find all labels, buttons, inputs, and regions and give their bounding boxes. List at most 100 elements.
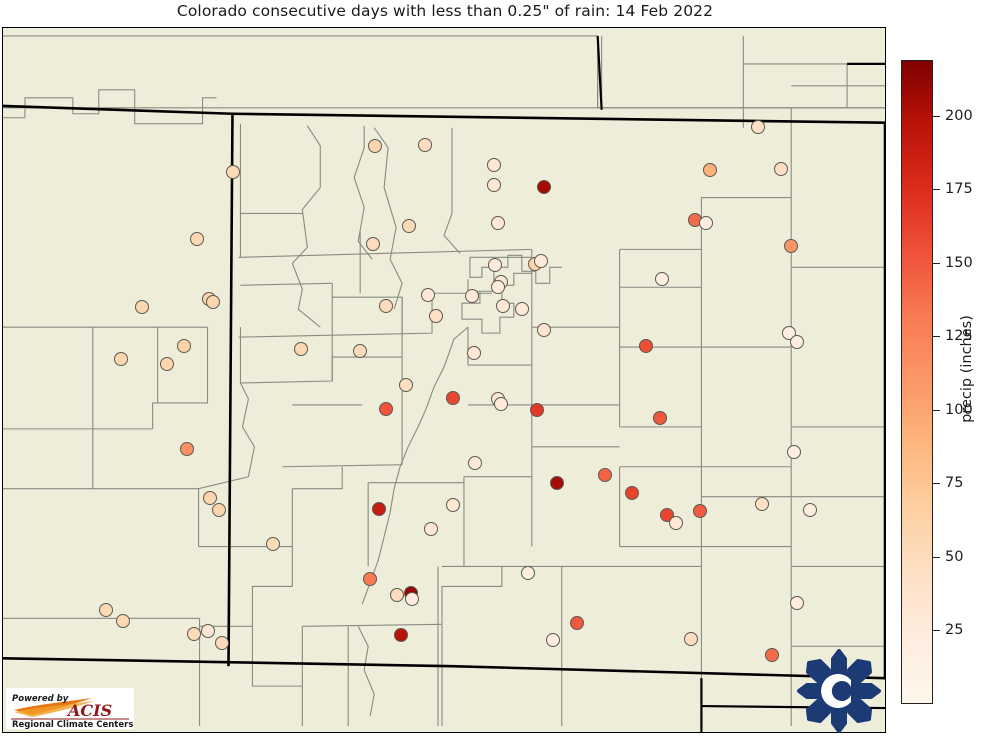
station-marker <box>624 485 640 501</box>
colorbar-tick-label: 150 <box>945 254 973 271</box>
colorbar-tick <box>933 409 940 411</box>
station-marker <box>186 626 202 642</box>
colorbar: 25 50 75 100 125 150 175 200 <box>901 60 973 704</box>
station-marker <box>569 615 585 631</box>
station-marker <box>404 591 420 607</box>
acis-subtitle-text: Regional Climate Centers <box>12 720 133 729</box>
station-marker <box>211 502 227 518</box>
station-marker <box>159 356 175 372</box>
station-marker <box>486 157 502 173</box>
station-marker <box>428 308 444 324</box>
station-marker <box>352 343 368 359</box>
station-marker <box>536 322 552 338</box>
colorbar-tick-label: 50 <box>945 548 964 565</box>
station-marker <box>490 279 506 295</box>
map-panel <box>2 27 886 733</box>
station-marker <box>466 345 482 361</box>
county-borders <box>3 35 885 727</box>
station-marker <box>189 231 205 247</box>
neighbor-state-borders <box>596 35 885 732</box>
station-marker <box>179 441 195 457</box>
colorbar-tick-label: 100 <box>945 401 973 418</box>
station-marker <box>293 341 309 357</box>
state-border <box>3 104 885 680</box>
station-marker <box>683 631 699 647</box>
snowflake-c-letter <box>821 674 851 708</box>
station-marker <box>668 515 684 531</box>
colorbar-tick <box>933 556 940 558</box>
station-marker <box>692 503 708 519</box>
station-marker <box>750 119 766 135</box>
station-marker <box>493 396 509 412</box>
station-marker <box>371 501 387 517</box>
station-marker <box>98 602 114 618</box>
colorbar-tick <box>933 115 940 117</box>
colorbar-tick <box>933 630 940 632</box>
colorbar-tick-label: 125 <box>945 328 973 345</box>
station-marker <box>702 162 718 178</box>
acis-powered-by-text: Powered by <box>12 694 69 704</box>
station-marker <box>389 587 405 603</box>
station-marker <box>202 490 218 506</box>
station-marker <box>205 294 221 310</box>
acis-name-text: ACIS <box>66 701 112 720</box>
station-marker <box>417 137 433 153</box>
colorbar-tick <box>933 262 940 264</box>
colorbar-tick-label: 200 <box>945 107 973 124</box>
station-marker <box>378 401 394 417</box>
page-title: Colorado consecutive days with less than… <box>176 2 714 20</box>
station-marker <box>423 521 439 537</box>
station-marker <box>652 410 668 426</box>
station-marker <box>398 377 414 393</box>
colorbar-axis-label: precip (inches) <box>952 0 982 737</box>
station-marker <box>486 177 502 193</box>
colorado-climate-center-snowflake-icon <box>793 647 885 735</box>
station-marker <box>467 455 483 471</box>
station-marker <box>176 338 192 354</box>
station-marker <box>362 571 378 587</box>
colorbar-tick-label: 75 <box>945 475 964 492</box>
station-marker <box>549 475 565 491</box>
station-marker <box>764 647 780 663</box>
station-marker <box>786 444 802 460</box>
station-marker <box>401 218 417 234</box>
station-marker <box>536 179 552 195</box>
colorbar-tick-label: 25 <box>945 622 964 639</box>
station-marker <box>214 635 230 651</box>
station-marker <box>420 287 436 303</box>
colorbar-tick <box>933 189 940 191</box>
station-marker <box>789 595 805 611</box>
station-marker <box>754 496 770 512</box>
station-marker <box>529 402 545 418</box>
station-marker <box>115 613 131 629</box>
station-marker <box>134 299 150 315</box>
colorbar-gradient <box>901 60 933 704</box>
station-marker <box>200 623 216 639</box>
station-marker <box>113 351 129 367</box>
station-marker <box>773 161 789 177</box>
colorbar-tick <box>933 336 940 338</box>
station-marker <box>265 536 281 552</box>
station-marker <box>533 253 549 269</box>
acis-logo: Powered by ACIS Regional Climate Centers <box>6 688 134 729</box>
station-marker <box>545 632 561 648</box>
station-marker <box>490 215 506 231</box>
station-marker <box>802 502 818 518</box>
station-marker <box>487 257 503 273</box>
station-marker <box>445 390 461 406</box>
colorbar-tick <box>933 483 940 485</box>
station-marker <box>597 467 613 483</box>
station-marker <box>638 338 654 354</box>
station-marker <box>378 298 394 314</box>
station-marker <box>367 138 383 154</box>
colorbar-axis-label-text: precip (inches) <box>959 314 975 423</box>
station-marker <box>365 236 381 252</box>
colorbar-tick-label: 175 <box>945 181 973 198</box>
station-marker <box>495 298 511 314</box>
station-marker <box>514 301 530 317</box>
station-marker <box>225 164 241 180</box>
station-marker <box>654 271 670 287</box>
station-marker <box>698 215 714 231</box>
station-marker <box>464 288 480 304</box>
station-marker <box>789 334 805 350</box>
